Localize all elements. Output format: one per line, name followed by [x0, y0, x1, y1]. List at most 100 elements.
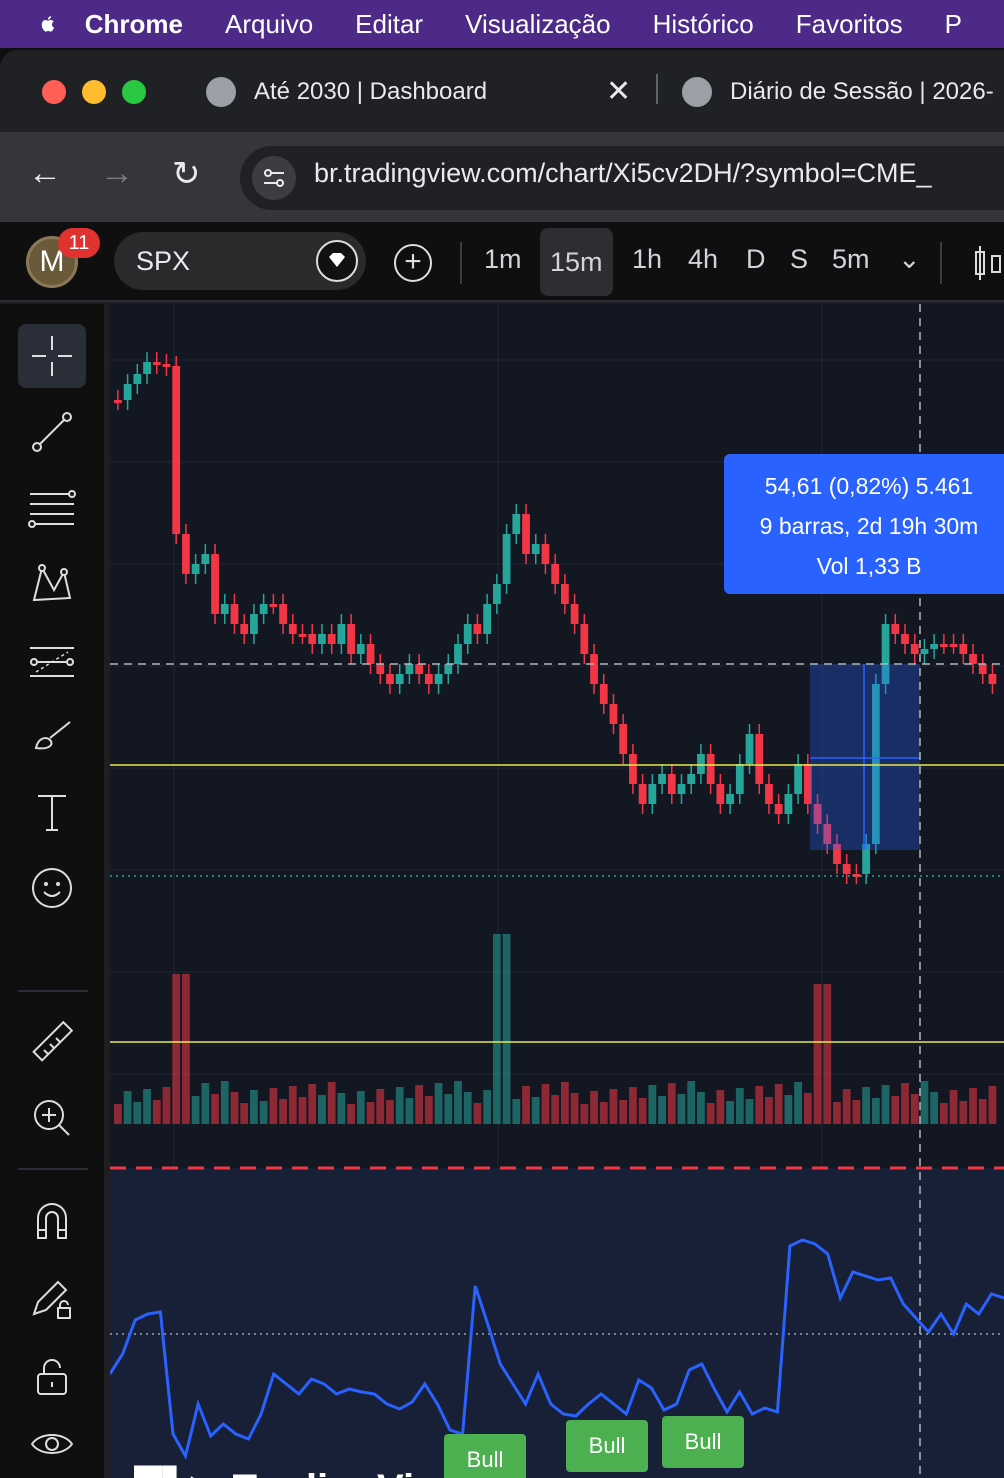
- divider: [460, 242, 462, 284]
- globe-icon: [206, 77, 236, 107]
- chevron-down-icon[interactable]: ⌄: [898, 244, 921, 274]
- minimize-window-button[interactable]: [82, 80, 106, 104]
- volume-bar: [959, 1101, 968, 1124]
- back-icon[interactable]: ←: [28, 154, 62, 192]
- tradingview-logo[interactable]: ▀▌▶ TradingView: [134, 1466, 467, 1478]
- volume-bar: [939, 1103, 948, 1124]
- menu-visualizacao[interactable]: Visualização: [465, 8, 611, 39]
- volume-bar: [803, 1093, 812, 1124]
- candle-body: [609, 704, 618, 724]
- candle-body: [803, 764, 812, 804]
- volume-bar: [619, 1100, 628, 1124]
- menu-app-chrome[interactable]: Chrome: [84, 8, 183, 39]
- url-text[interactable]: br.tradingview.com/chart/Xi5cv2DH/?symbo…: [314, 158, 932, 188]
- volume-bar: [842, 1089, 851, 1124]
- emoji-tool[interactable]: [18, 856, 86, 920]
- volume-bar: [182, 974, 190, 1124]
- zoom-tool[interactable]: [18, 1086, 86, 1150]
- volume-bar: [862, 1087, 871, 1124]
- timeframe-15m[interactable]: 15m: [540, 228, 613, 296]
- forecast-tool[interactable]: [18, 628, 86, 692]
- timeframe-s[interactable]: S: [790, 244, 809, 274]
- menu-historico[interactable]: Histórico: [652, 8, 754, 39]
- volume-bar: [259, 1101, 268, 1124]
- candle-body: [240, 624, 249, 634]
- volume-bar: [969, 1088, 977, 1124]
- crosshair-tool[interactable]: [18, 324, 86, 388]
- volume-bar: [677, 1094, 686, 1124]
- diamond-icon[interactable]: [316, 240, 358, 282]
- volume-bar: [638, 1098, 647, 1124]
- volume-bar: [308, 1084, 317, 1124]
- timeframe-4h[interactable]: 4h: [688, 244, 719, 274]
- chart-area[interactable]: 54,61 (0,82%) 5.461 9 barras, 2d 19h 30m…: [110, 304, 1004, 1478]
- compare-add-icon[interactable]: +: [394, 244, 432, 282]
- timeframe-d[interactable]: D: [746, 244, 766, 274]
- divider: [18, 990, 88, 992]
- symbol-search[interactable]: SPX: [114, 232, 366, 290]
- reload-icon[interactable]: ↻: [172, 155, 201, 193]
- volume-bar: [580, 1104, 589, 1124]
- brush-tool[interactable]: [18, 704, 86, 768]
- candle-body: [250, 614, 258, 634]
- volume-bar: [250, 1090, 258, 1124]
- trendline-icon: [32, 412, 72, 452]
- globe-icon: [682, 77, 712, 107]
- bull-signal-label: Bull: [566, 1420, 648, 1472]
- address-bar[interactable]: br.tradingview.com/chart/Xi5cv2DH/?symbo…: [240, 146, 1004, 210]
- hide-drawings-tool[interactable]: [18, 1412, 86, 1476]
- chart-canvas[interactable]: [110, 304, 1004, 1478]
- measure-range-box: [810, 664, 920, 850]
- volume-bar: [735, 1088, 744, 1124]
- volume-bar: [444, 1094, 453, 1124]
- lock-drawing-tool[interactable]: [18, 1266, 86, 1330]
- timeframe-5m[interactable]: 5m: [832, 244, 870, 274]
- candle-body: [648, 784, 657, 804]
- volume-bar: [279, 1099, 287, 1124]
- timeframe-1h[interactable]: 1h: [632, 244, 663, 274]
- candle-body: [852, 874, 861, 877]
- candle-body: [833, 844, 841, 864]
- bull-signal-label: Bull: [662, 1416, 744, 1468]
- magnet-tool[interactable]: [18, 1188, 86, 1252]
- apple-icon[interactable]: [38, 8, 59, 40]
- candle-body: [395, 674, 404, 684]
- candle-body: [492, 584, 501, 604]
- candle-body: [774, 804, 783, 814]
- pattern-tool[interactable]: [18, 552, 86, 616]
- ruler-tool[interactable]: [18, 1010, 86, 1074]
- site-settings-icon[interactable]: [252, 156, 296, 200]
- volume-bar: [201, 1083, 210, 1124]
- close-window-button[interactable]: [42, 80, 66, 104]
- menu-arquivo[interactable]: Arquivo: [225, 8, 314, 39]
- eye-icon: [30, 1434, 74, 1454]
- tab-dashboard[interactable]: Até 2030 | Dashboard: [206, 72, 487, 112]
- candle-body: [259, 604, 268, 614]
- menu-favoritos[interactable]: Favoritos: [795, 8, 903, 39]
- candle-body: [211, 554, 219, 614]
- lock-all-tool[interactable]: [18, 1344, 86, 1408]
- volume-bar: [463, 1092, 472, 1124]
- fib-tool[interactable]: [18, 476, 86, 540]
- candle-body: [930, 644, 939, 649]
- candles-icon[interactable]: [972, 244, 1004, 284]
- text-tool[interactable]: [18, 780, 86, 844]
- close-tab-icon[interactable]: ✕: [606, 75, 632, 108]
- trendline-tool[interactable]: [18, 400, 86, 464]
- volume-bar: [551, 1095, 560, 1124]
- volume-bar: [726, 1101, 734, 1124]
- volume-bar: [240, 1103, 249, 1124]
- volume-bar: [162, 1087, 171, 1124]
- menu-editar[interactable]: Editar: [355, 8, 424, 39]
- candle-body: [823, 824, 832, 844]
- menu-p[interactable]: P: [944, 8, 962, 39]
- maximize-window-button[interactable]: [122, 80, 146, 104]
- volume-bar: [454, 1081, 462, 1124]
- volume-bar: [327, 1082, 336, 1124]
- timeframe-1m[interactable]: 1m: [484, 244, 522, 274]
- forward-icon[interactable]: →: [100, 154, 134, 192]
- volume-bar: [172, 974, 181, 1124]
- tab-diario[interactable]: Diário de Sessão | 2026-: [682, 72, 994, 112]
- volume-bar: [434, 1083, 443, 1124]
- candle-body: [784, 794, 793, 814]
